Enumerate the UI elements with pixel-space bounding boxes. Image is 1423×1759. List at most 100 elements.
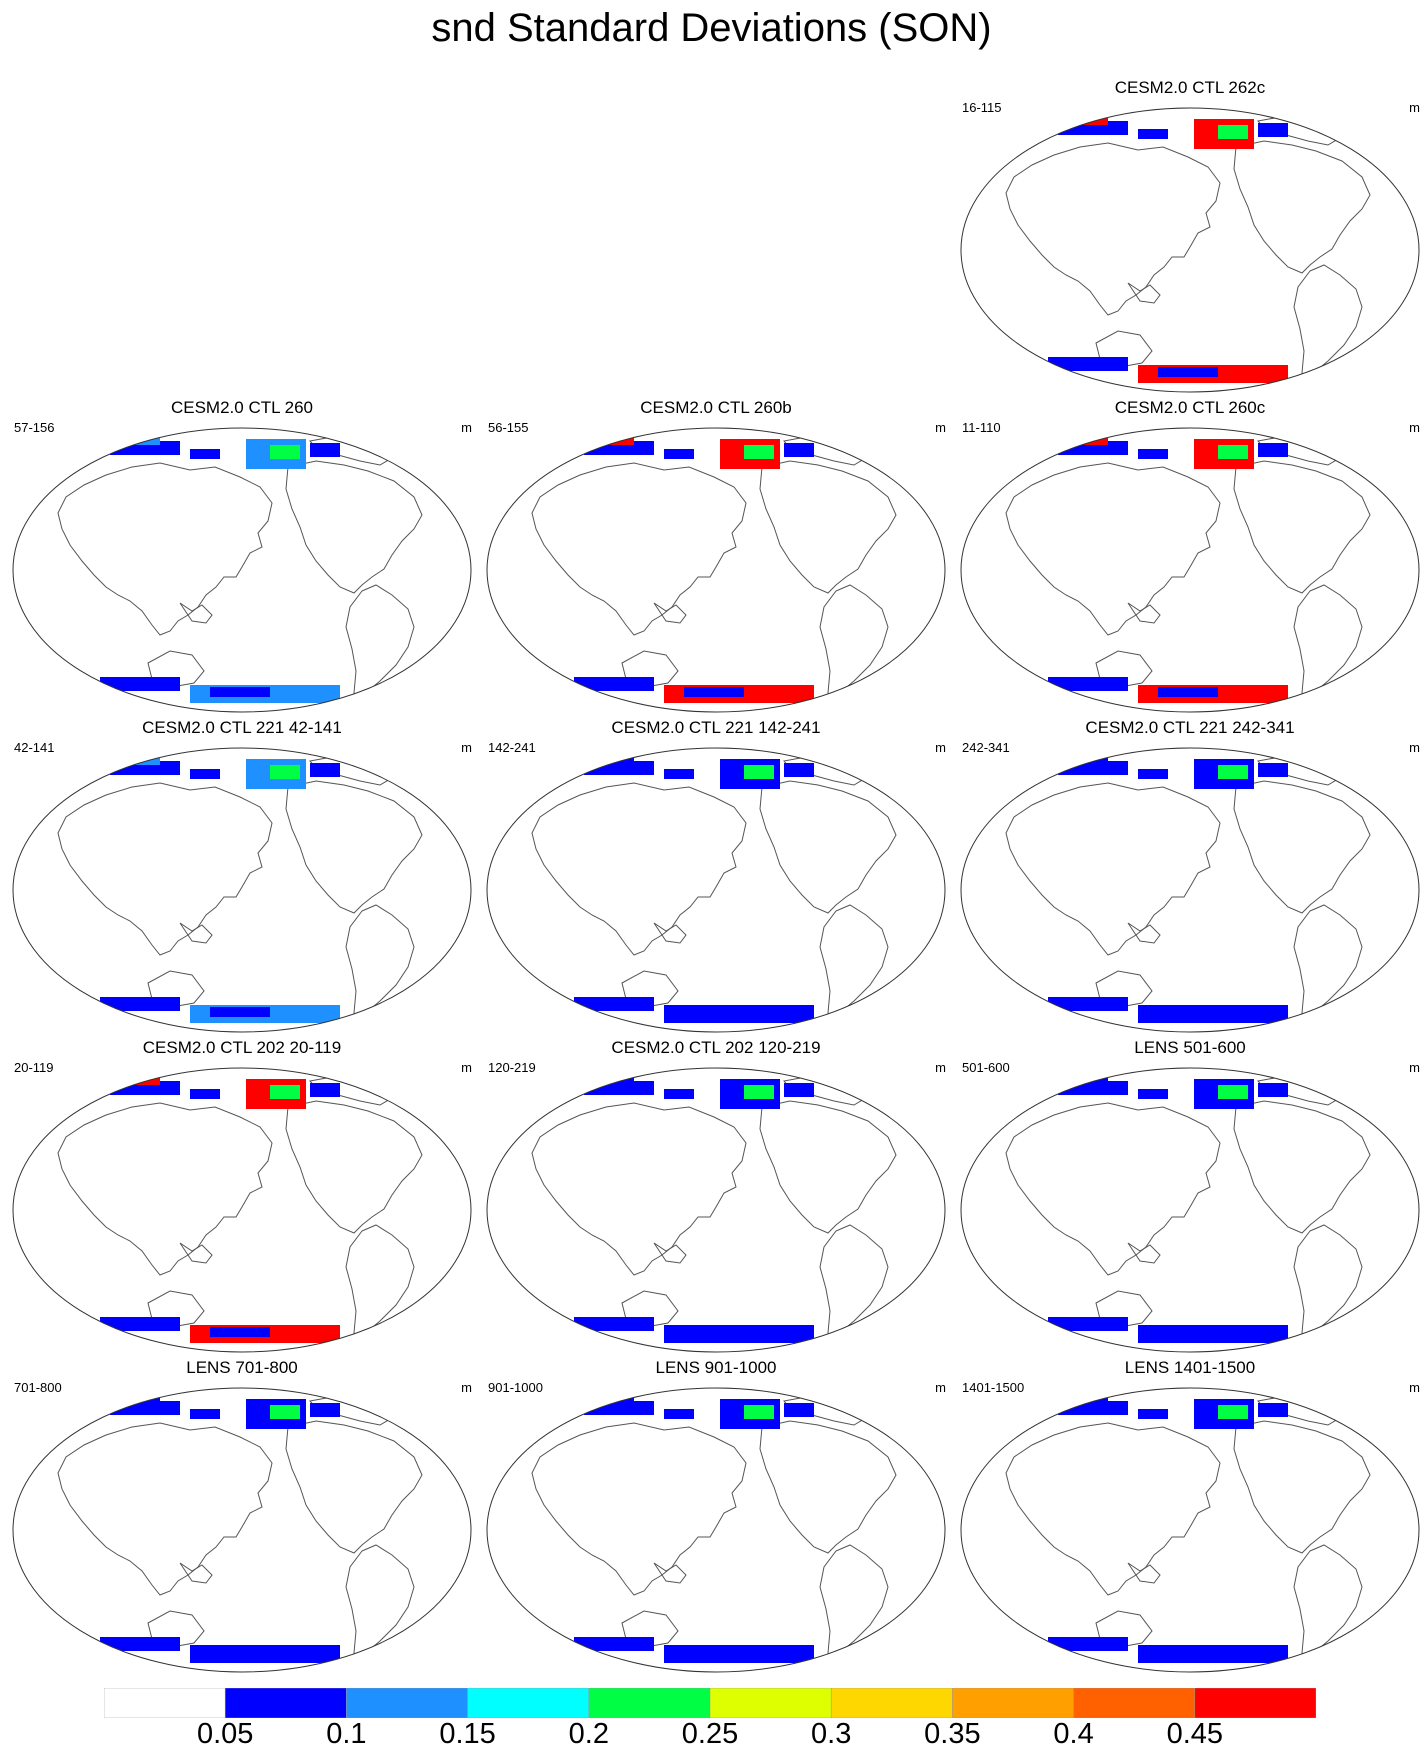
snow-variability-patch: [1258, 123, 1288, 137]
coastline: [179, 602, 213, 624]
panel-unit: m: [461, 420, 472, 435]
snow-variability-patch: [1138, 449, 1168, 459]
snow-variability-patch: [664, 1409, 694, 1419]
snow-variability-patch: [1158, 687, 1218, 697]
snow-variability-patch: [1258, 1083, 1288, 1097]
map-border: [486, 747, 946, 1033]
snow-variability-patch: [190, 449, 220, 459]
panel-unit: m: [1409, 740, 1420, 755]
snow-variability-patch: [1048, 997, 1128, 1011]
snow-variability-patch: [210, 1327, 270, 1337]
colorbar-swatch: [830, 1688, 953, 1718]
panel-title: CESM2.0 CTL 202 20-119: [142, 1038, 342, 1057]
snow-variability-patch: [684, 1327, 744, 1337]
coastline: [1233, 780, 1371, 914]
snow-variability-patch: [1048, 1317, 1128, 1331]
map-border: [12, 1387, 472, 1673]
snow-variability-patch: [270, 445, 300, 459]
panel-year-range: 42-141: [14, 740, 55, 755]
map-border: [960, 1067, 1420, 1353]
panel-title: CESM2.0 CTL 221 42-141: [142, 718, 342, 737]
world-map: [960, 107, 1420, 393]
map-panel: CESM2.0 CTL 260b 56-155 m: [480, 398, 952, 716]
snow-variability-patch: [1138, 1089, 1168, 1099]
snow-variability-patch: [190, 1409, 220, 1419]
panel-year-range: 57-156: [14, 420, 55, 435]
colorbar-tick-label: 0.45: [1166, 1718, 1224, 1750]
panel-unit: m: [1409, 1060, 1420, 1075]
map-panel: CESM2.0 CTL 221 242-341 242-341 m: [954, 718, 1423, 1036]
colorbar-tick-label: 0.1: [326, 1718, 367, 1750]
map-border: [486, 1387, 946, 1673]
panel-title: LENS 701-800: [186, 1358, 298, 1377]
panel-title: CESM2.0 CTL 202 120-219: [611, 1038, 821, 1057]
panel-year-range: 242-341: [962, 740, 1010, 755]
snow-variability-patch: [574, 1637, 654, 1651]
map-panel: LENS 1401-1500 1401-1500 m: [954, 1358, 1423, 1676]
coastline: [1005, 1102, 1221, 1276]
coastline: [1233, 460, 1371, 594]
colorbar-swatch: [346, 1688, 468, 1718]
snow-variability-patch: [1258, 763, 1288, 777]
snow-variability-patch: [684, 1007, 744, 1017]
snow-variability-patch: [1048, 677, 1128, 691]
coastline: [179, 1242, 213, 1264]
map-panel: CESM2.0 CTL 202 20-119 20-119 m: [6, 1038, 478, 1356]
coastline: [285, 1100, 423, 1234]
coastline: [1005, 782, 1221, 956]
snow-variability-patch: [100, 1637, 180, 1651]
map-border: [960, 1387, 1420, 1673]
snow-variability-patch: [270, 765, 300, 779]
panel-unit: m: [461, 1060, 472, 1075]
map-panel: LENS 901-1000 901-1000 m: [480, 1358, 952, 1676]
panel-unit: m: [461, 1380, 472, 1395]
snow-variability-patch: [1138, 769, 1168, 779]
coastline: [57, 1102, 273, 1276]
panel-title: LENS 1401-1500: [1124, 1358, 1256, 1377]
coastline: [1005, 1422, 1221, 1596]
snow-variability-patch: [574, 997, 654, 1011]
map-border: [960, 107, 1420, 393]
map-border: [12, 427, 472, 713]
snow-variability-patch: [1218, 125, 1248, 139]
map-panel: CESM2.0 CTL 262c 16-115 m: [954, 78, 1423, 396]
snow-variability-patch: [1218, 1405, 1248, 1419]
colorbar-swatch: [467, 1688, 590, 1718]
map-panel: LENS 701-800 701-800 m: [6, 1358, 478, 1676]
colorbar-swatch: [588, 1688, 711, 1718]
map-border: [12, 747, 472, 1033]
colorbar-labels: 0.05 0.1 0.15 0.2 0.25 0.3 0.35 0.4 0.45: [0, 1716, 1423, 1756]
panel-year-range: 142-241: [488, 740, 536, 755]
snow-variability-patch: [1158, 367, 1218, 377]
panel-title: CESM2.0 CTL 262c: [1114, 78, 1266, 97]
panel-year-range: 701-800: [14, 1380, 62, 1395]
map-panel: CESM2.0 CTL 260 57-156 m: [6, 398, 478, 716]
panel-title: CESM2.0 CTL 260b: [640, 398, 792, 417]
snow-variability-patch: [1138, 1409, 1168, 1419]
world-map: [960, 747, 1420, 1033]
colorbar-tick-label: 0.05: [196, 1718, 254, 1750]
coastline: [57, 1422, 273, 1596]
snow-variability-patch: [1158, 1647, 1218, 1657]
snow-variability-patch: [100, 677, 180, 691]
map-panel: CESM2.0 CTL 202 120-219 120-219 m: [480, 1038, 952, 1356]
snow-variability-patch: [784, 1403, 814, 1417]
coastline: [285, 1420, 423, 1554]
snow-variability-patch: [1218, 765, 1248, 779]
panel-title: CESM2.0 CTL 221 142-241: [611, 718, 821, 737]
snow-variability-patch: [100, 1317, 180, 1331]
coastline: [531, 1102, 747, 1276]
snow-variability-patch: [1158, 1327, 1218, 1337]
coastline: [653, 1242, 687, 1264]
colorbar-tick-label: 0.3: [811, 1718, 852, 1750]
map-border: [486, 427, 946, 713]
world-map: [960, 1387, 1420, 1673]
panel-year-range: 20-119: [14, 1060, 54, 1075]
panel-unit: m: [935, 740, 946, 755]
coastline: [1127, 1562, 1161, 1584]
world-map: [486, 1067, 946, 1353]
snow-variability-patch: [664, 449, 694, 459]
colorbar-swatch: [1073, 1688, 1196, 1718]
panel-title: LENS 901-1000: [655, 1358, 777, 1377]
colorbar-tick-label: 0.35: [924, 1718, 981, 1750]
